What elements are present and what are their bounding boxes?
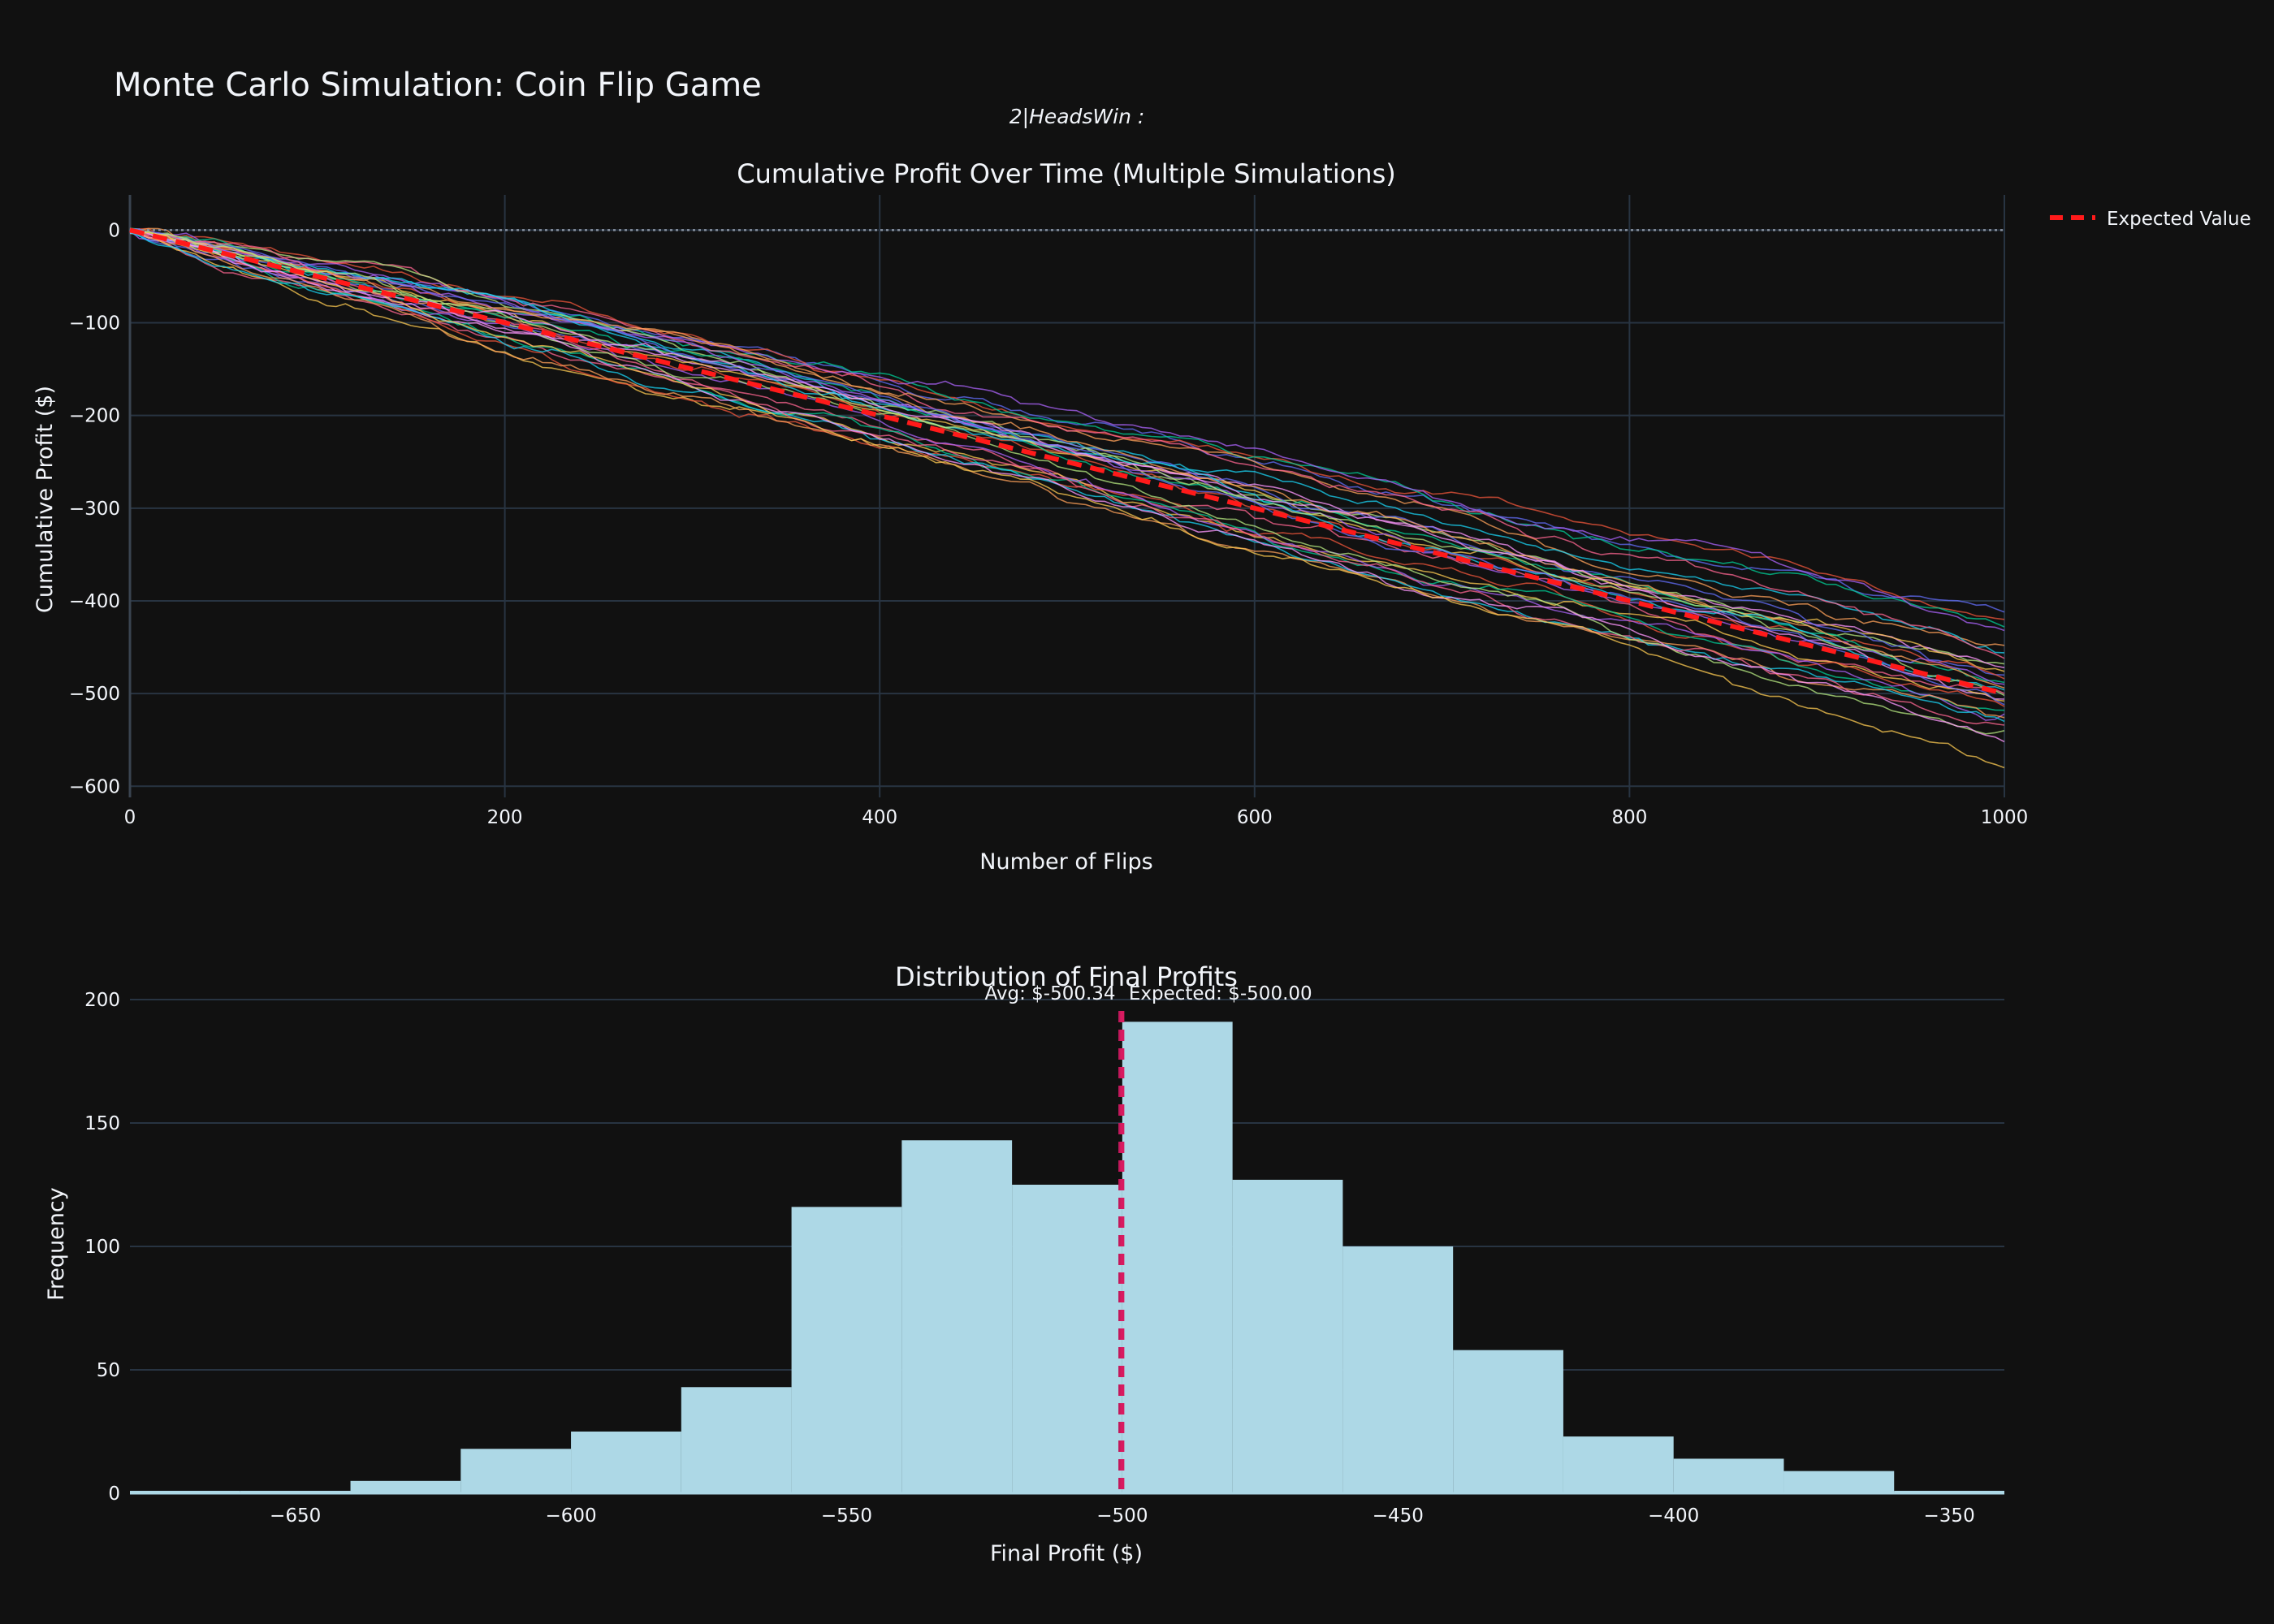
histogram-x-ticks: −650 −600 −550 −500 −450 −400 −350 <box>270 1505 1975 1527</box>
y-tick-label: 0 <box>108 220 120 241</box>
histogram-bars <box>130 1021 2004 1495</box>
legend-label-expected-value: Expected Value <box>2107 209 2251 230</box>
x-tick-label: −400 <box>1648 1505 1699 1527</box>
histogram-x-axis-title: Final Profit ($) <box>990 1541 1143 1566</box>
y-tick-label: 0 <box>108 1484 120 1505</box>
line-chart-x-axis-title: Number of Flips <box>979 849 1152 875</box>
simulation-trace <box>129 228 2005 672</box>
y-tick-label: 50 <box>97 1360 120 1381</box>
histogram-bar <box>1894 1490 2004 1493</box>
y-tick-label: −100 <box>69 313 120 335</box>
figure-subtitle: 2|HeadsWin : <box>1009 105 1145 128</box>
simulation-trace <box>129 227 2005 620</box>
y-tick-label: −200 <box>69 406 120 427</box>
simulation-trace <box>129 227 2005 707</box>
histogram-bar <box>1342 1246 1454 1493</box>
histogram-bar <box>1783 1471 1895 1493</box>
line-chart-title: Cumulative Profit Over Time (Multiple Si… <box>737 158 1395 189</box>
x-tick-label: 0 <box>124 807 136 828</box>
line-chart-x-ticks: 0 200 400 600 800 1000 <box>124 807 2029 828</box>
histogram-y-axis-title: Frequency <box>44 1187 69 1301</box>
x-tick-label: −600 <box>545 1505 596 1527</box>
x-tick-label: 1000 <box>1981 807 2029 828</box>
simulation-trace <box>129 231 2005 719</box>
expected-label: Expected: $-500.00 <box>1129 983 1312 1004</box>
y-tick-label: 150 <box>84 1113 120 1134</box>
line-chart-y-ticks: 0 −100 −200 −300 −400 −500 −600 <box>69 220 120 797</box>
histogram-y-ticks: 0 50 100 150 200 <box>84 990 120 1505</box>
histogram-title: Distribution of Final Profits <box>895 961 1238 992</box>
histogram-bar <box>350 1480 461 1493</box>
x-tick-label: −550 <box>821 1505 872 1527</box>
histogram-bar <box>1012 1185 1122 1493</box>
y-tick-label: 100 <box>84 1237 120 1258</box>
line-chart: 0 200 400 600 800 1000 0 −100 −200 −300 −400 −500 −… <box>32 158 2251 875</box>
x-tick-label: −650 <box>270 1505 321 1527</box>
simulation-trace <box>129 228 2005 743</box>
x-tick-label: 800 <box>1611 807 1647 828</box>
simulation-trace <box>129 231 2005 723</box>
histogram-bar <box>1453 1350 1563 1493</box>
simulation-trace <box>129 229 2005 691</box>
histogram-bar <box>901 1140 1013 1493</box>
figure-title: Monte Carlo Simulation: Coin Flip Game <box>114 67 762 104</box>
legend[interactable]: Expected Value <box>2050 209 2251 230</box>
histogram-bar <box>1673 1458 1784 1493</box>
y-tick-label: −300 <box>69 499 120 520</box>
x-tick-label: −500 <box>1096 1505 1148 1527</box>
histogram-bar <box>1563 1436 1674 1493</box>
simulation-trace <box>129 231 2005 769</box>
histogram-bar <box>571 1432 681 1493</box>
x-tick-label: −350 <box>1924 1505 1975 1527</box>
simulation-trace <box>129 229 2005 676</box>
simulation-trace <box>129 228 2005 706</box>
histogram-reference-lines: Avg: $-500.34 Expected: $-500.00 <box>984 983 1312 1493</box>
simulation-trace <box>129 229 2005 735</box>
x-tick-label: 400 <box>862 807 897 828</box>
y-tick-label: 200 <box>84 990 120 1011</box>
line-chart-y-axis-title: Cumulative Profit ($) <box>32 386 58 613</box>
histogram-bar <box>240 1490 351 1493</box>
x-tick-label: 200 <box>487 807 523 828</box>
simulation-trace <box>129 229 2005 726</box>
histogram-bar <box>460 1449 572 1493</box>
average-label: Avg: $-500.34 <box>984 983 1115 1004</box>
histogram-bar <box>791 1207 902 1493</box>
expected-value-line <box>129 227 2005 697</box>
histogram-bar <box>681 1387 792 1493</box>
x-tick-label: 600 <box>1237 807 1273 828</box>
histogram-bar <box>1232 1179 1343 1493</box>
simulation-trace <box>129 230 2005 632</box>
simulation-trace <box>129 232 2005 700</box>
simulation-trace <box>129 228 2005 721</box>
expected-value-series <box>129 227 2005 697</box>
y-tick-label: −500 <box>69 684 120 705</box>
y-tick-label: −400 <box>69 591 120 612</box>
y-tick-label: −600 <box>69 776 120 797</box>
histogram-bar <box>130 1490 240 1493</box>
simulation-traces <box>129 227 2005 769</box>
x-tick-label: −450 <box>1373 1505 1424 1527</box>
histogram-bar <box>1122 1021 1233 1493</box>
histogram-chart: Avg: $-500.34 Expected: $-500.00 −650 −600… <box>44 961 2004 1566</box>
